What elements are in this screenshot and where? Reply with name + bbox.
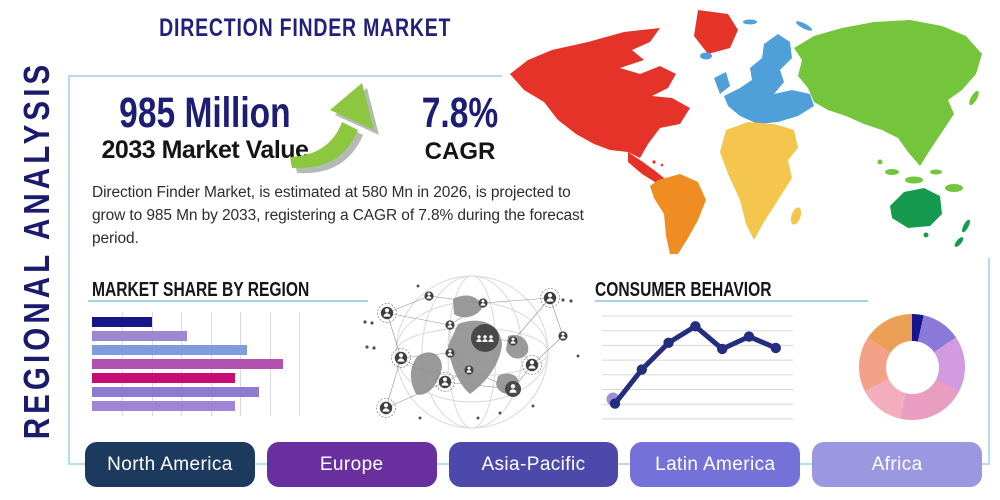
network-node-people-icons	[376, 288, 568, 418]
region-button-africa[interactable]: Africa	[812, 442, 982, 487]
line-chart-heading-wrap: CONSUMER BEHAVIOR	[595, 279, 821, 302]
bar-chart-heading-wrap: MARKET SHARE BY REGION	[92, 279, 371, 302]
bar-segment-6	[92, 387, 259, 397]
globe-network-graphic	[363, 275, 580, 429]
bar-chart-gridline	[299, 312, 300, 416]
island-new-zealand	[954, 237, 964, 247]
continent-south-america	[650, 174, 706, 254]
bar-chart-title: MARKET SHARE BY REGION	[92, 279, 310, 301]
island-new-zealand	[962, 219, 970, 233]
island-new-guinea	[945, 184, 963, 192]
island-britain	[714, 72, 730, 94]
region-button-asia-pacific[interactable]: Asia-Pacific	[448, 442, 619, 487]
region-button-label: North America	[107, 453, 233, 475]
region-central-america	[628, 152, 664, 184]
island-caribbean	[652, 160, 656, 164]
island-indonesia	[885, 169, 899, 175]
cagr-caption: CAGR	[424, 138, 496, 165]
bar-chart-underline	[88, 300, 368, 302]
island-iceland	[700, 52, 712, 60]
page-title-wrap: DIRECTION FINDER MARKET	[118, 14, 450, 43]
region-button-europe[interactable]: Europe	[266, 442, 437, 487]
donut-chart	[859, 314, 965, 420]
island-svalbard	[743, 19, 757, 25]
bar-segment-4	[92, 359, 283, 369]
world-map	[502, 2, 992, 258]
region-button-latin-america[interactable]: Latin America	[630, 442, 801, 487]
continent-asia	[794, 20, 982, 166]
island-madagascar	[790, 207, 802, 225]
bar-chart-bars	[92, 317, 283, 415]
region-button-label: Europe	[319, 453, 384, 475]
region-buttons: North America Europe Asia-Pacific Latin Ame…	[85, 442, 982, 487]
region-button-label: Latin America	[655, 453, 776, 475]
region-button-label: Africa	[871, 453, 923, 475]
region-button-label: Asia-Pacific	[481, 453, 586, 475]
island-greenland	[694, 10, 738, 54]
page-title: DIRECTION FINDER MARKET	[159, 14, 452, 42]
market-value-stat: 985 Million 2033 Market Value	[95, 92, 315, 165]
island-indonesia	[905, 176, 923, 184]
market-description: Direction Finder Market, is estimated at…	[92, 184, 584, 247]
bar-chart	[92, 312, 304, 416]
bar-segment-2	[92, 331, 187, 341]
donut-hole	[885, 340, 939, 394]
continent-africa	[720, 122, 798, 240]
line-chart-title: CONSUMER BEHAVIOR	[595, 279, 772, 301]
bar-segment-1	[92, 317, 152, 327]
cagr-number: 7.8%	[421, 89, 499, 137]
line-chart-underline	[595, 300, 868, 302]
bar-segment-3	[92, 345, 247, 355]
island-philippines	[877, 159, 883, 165]
island-japan	[969, 90, 979, 106]
growth-arrow-icon	[290, 83, 379, 174]
market-value-caption: 2033 Market Value	[101, 136, 309, 164]
line-chart-svg	[602, 315, 793, 420]
cagr-stat: 7.8% CAGR	[400, 92, 520, 166]
bar-segment-7	[92, 401, 235, 411]
island-caribbean	[660, 163, 664, 167]
region-button-north-america[interactable]: North America	[85, 442, 255, 487]
island-indonesia	[930, 169, 942, 175]
market-value-number: 985 Million	[119, 89, 291, 137]
island-novaya-zemlya	[795, 21, 813, 31]
continent-north-america	[510, 28, 690, 158]
island-tasmania	[923, 232, 929, 238]
continent-europe	[724, 34, 814, 124]
bar-segment-5	[92, 373, 235, 383]
continent-australia	[890, 188, 942, 228]
vertical-section-label: REGIONAL ANALYSIS	[16, 60, 57, 440]
